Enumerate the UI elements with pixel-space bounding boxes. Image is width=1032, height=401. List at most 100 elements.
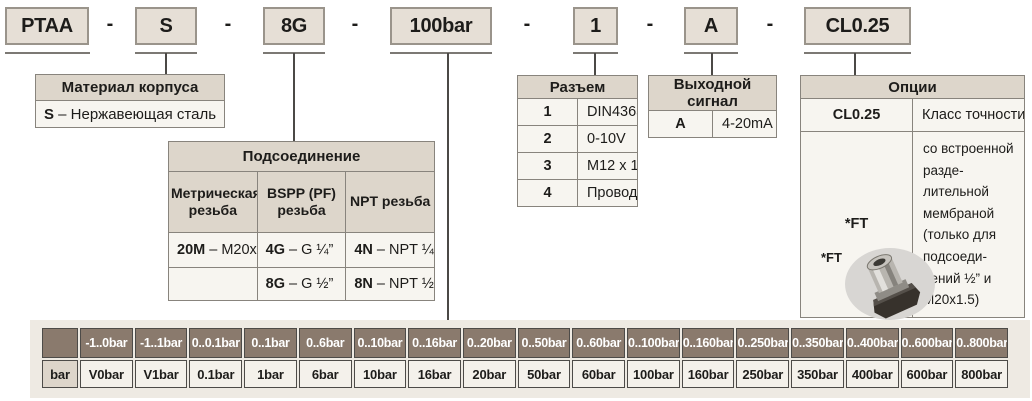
option-code: 4N [354, 242, 373, 258]
pressure-code-cell: 400bar [845, 360, 899, 388]
ft-description-line: (только для подсоеди- [923, 227, 997, 264]
connector-line-range [447, 53, 449, 320]
pressure-code-cell: V1bar [134, 360, 188, 388]
separator-dash: - [351, 13, 359, 35]
column-header-metric: Метрическая резьба [168, 171, 258, 233]
pressure-code-cell: 60bar [572, 360, 626, 388]
pressure-fitting-photo [845, 248, 935, 320]
separator-dash: - [106, 13, 114, 35]
connection-option-cell: 8N – NPT ½” [345, 267, 435, 301]
table-row: Опции [800, 75, 1025, 99]
pressure-range-header: 0..250bar [736, 328, 790, 358]
table-row: bar V0bar V1bar 0.1bar 1bar 6bar 10bar 1… [42, 360, 1008, 388]
option-code: 4 [517, 179, 578, 207]
connector-line-material [165, 53, 167, 74]
pressure-code-cell: 100bar [627, 360, 680, 388]
code-box-range: 100bar [390, 7, 492, 45]
separator-dash: - [523, 13, 531, 35]
material-name: – Нержавеющая сталь [58, 105, 217, 123]
material-table: Материал корпуса S – Нержавеющая сталь [35, 74, 225, 128]
option-code: CL0.25 [800, 98, 913, 132]
separator-dash: - [646, 13, 654, 35]
code-box-connector: 1 [573, 7, 618, 45]
connection-option-cell: 20M – M20x1.5 [168, 232, 258, 268]
material-option-cell: S – Нержавеющая сталь [35, 100, 225, 128]
material-code: S [43, 105, 54, 123]
connector-table: Разъем 1 DIN43650-A 2 0-10V 3 M12 x 1.5 … [517, 75, 638, 207]
pressure-range-header: 0..50bar [517, 328, 571, 358]
pressure-range-header: -1..1bar [134, 328, 188, 358]
option-code: 3 [517, 152, 578, 180]
separator-dash: - [766, 13, 774, 35]
code-box-options: CL0.25 [804, 7, 911, 45]
pressure-range-header: 0..0.1bar [189, 328, 243, 358]
pressure-range-header: 0..1bar [244, 328, 297, 358]
pressure-range-header: 0..600bar [900, 328, 954, 358]
pressure-range-header: 0..400bar [845, 328, 899, 358]
table-row: Подсоединение [168, 141, 435, 172]
ft-description-line: нений ½” и M20x1.5) [923, 270, 992, 308]
pressure-code-cell: 6bar [298, 360, 352, 388]
option-code: 8N [354, 276, 373, 292]
connection-option-cell-empty [168, 267, 258, 301]
pressure-range-table: -1..0bar -1..1bar 0..0.1bar 0..1bar 0..6… [40, 326, 1010, 390]
option-value: DIN43650-A [577, 98, 638, 126]
pressure-range-header: 0..160bar [681, 328, 735, 358]
table-row: Метрическая резьба BSPP (PF) резьба NPT … [168, 171, 435, 233]
table-row: 3 M12 x 1.5 [517, 152, 638, 180]
table-row: Материал корпуса [35, 74, 225, 101]
connection-table: Подсоединение Метрическая резьба BSPP (P… [168, 141, 435, 301]
pressure-range-header: 0..60bar [572, 328, 626, 358]
pressure-range-header: 0..800bar [955, 328, 1008, 358]
pressure-range-header: 0..16bar [408, 328, 461, 358]
connector-line-options [854, 53, 856, 75]
option-value: – M20x1.5 [209, 242, 257, 258]
pressure-header-corner [42, 328, 78, 358]
pressure-code-cell: 350bar [791, 360, 844, 388]
pressure-code-cell: 20bar [462, 360, 516, 388]
table-row: -1..0bar -1..1bar 0..0.1bar 0..1bar 0..6… [42, 328, 1008, 358]
pressure-code-cell: 250bar [736, 360, 790, 388]
connector-table-title: Разъем [517, 75, 638, 99]
pressure-code-cell: 600bar [900, 360, 954, 388]
table-row: S – Нержавеющая сталь [35, 100, 225, 128]
connection-option-cell: 4N – NPT ¼” [345, 232, 435, 268]
option-code: 1 [517, 98, 578, 126]
separator-dash: - [224, 13, 232, 35]
option-code: A [648, 110, 713, 138]
pressure-code-cell: 10bar [353, 360, 407, 388]
underline-series [5, 52, 90, 54]
output-signal-table-title: Выходной сигнал [648, 75, 777, 111]
pressure-code-cell: 0.1bar [189, 360, 243, 388]
table-row: 8G – G ½” 8N – NPT ½” [168, 267, 435, 301]
connector-line-connection [293, 53, 295, 141]
connection-option-cell: 4G – G ¼” [256, 232, 347, 268]
table-row: 4 Провод [517, 179, 638, 207]
option-code: 8G [265, 276, 285, 292]
table-row: 2 0-10V [517, 125, 638, 153]
pressure-code-cell: 50bar [517, 360, 571, 388]
pressure-code-cell: 160bar [681, 360, 735, 388]
table-row: Разъем [517, 75, 638, 99]
ft-note-label: *FT [821, 250, 842, 265]
option-value: M12 x 1.5 [577, 152, 638, 180]
option-value: Провод [577, 179, 638, 207]
column-header-npt: NPT резьба [345, 171, 435, 233]
option-value: – NPT ¼” [376, 242, 435, 258]
connector-line-connector [594, 53, 596, 75]
column-header-bspp: BSPP (PF) резьба [256, 171, 347, 233]
pressure-range-header: 0..350bar [791, 328, 844, 358]
connection-table-title: Подсоединение [168, 141, 435, 172]
option-code: 20M [177, 242, 206, 258]
pressure-row-label: bar [42, 360, 78, 388]
option-code: 2 [517, 125, 578, 153]
option-value: Класс точности 0.25 [912, 98, 1025, 132]
table-row: 1 DIN43650-A [517, 98, 638, 126]
output-signal-table: Выходной сигнал A 4-20mA [648, 75, 777, 138]
pressure-code-cell: 16bar [408, 360, 461, 388]
pressure-range-header: 0..10bar [353, 328, 407, 358]
table-row: CL0.25 Класс точности 0.25 [800, 98, 1025, 132]
underline-options [804, 52, 911, 54]
option-value: – G ¼” [289, 242, 334, 258]
